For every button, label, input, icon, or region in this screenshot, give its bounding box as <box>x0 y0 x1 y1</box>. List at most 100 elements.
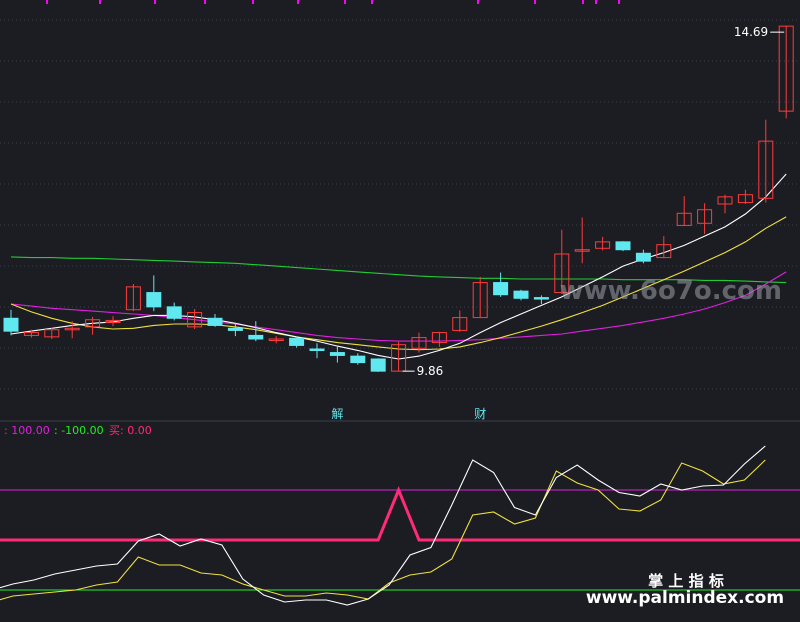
candle <box>615 241 631 252</box>
osc-yellow-line <box>0 459 766 601</box>
candle-body <box>329 352 345 356</box>
oscillator-panel <box>0 445 800 606</box>
candle <box>105 316 121 327</box>
candle-body <box>268 338 284 341</box>
legend-lower-value: : -100.00 <box>54 424 104 437</box>
candle <box>85 316 101 335</box>
candle <box>778 25 794 119</box>
candle <box>3 309 19 336</box>
candle-body <box>227 327 243 331</box>
candle-body <box>513 290 529 299</box>
candle <box>23 329 39 338</box>
candle-body <box>554 253 570 294</box>
candle-body <box>3 317 19 332</box>
indicator-legend: : 100.00 : -100.00 买: 0.00 <box>4 424 152 437</box>
candle-body <box>350 355 366 364</box>
ma-green-line <box>10 256 787 284</box>
ma-magenta-line <box>10 271 787 342</box>
candle <box>329 346 345 363</box>
candle-body <box>737 194 753 204</box>
candle <box>758 119 774 203</box>
event-markers: 解 财 <box>331 407 486 421</box>
candle-body <box>635 252 651 262</box>
candle <box>44 327 60 339</box>
candle-body <box>64 327 80 331</box>
candle-body <box>207 317 223 326</box>
candle <box>187 309 203 329</box>
watermark-bottom-cn: 掌 上 指 标 <box>648 572 724 590</box>
candle-body <box>289 337 305 346</box>
candle-body <box>187 312 203 328</box>
candle-body <box>656 244 672 259</box>
candle <box>452 310 468 332</box>
candle-body <box>676 212 692 226</box>
candle <box>472 276 488 319</box>
candle <box>248 321 264 342</box>
candle-body <box>411 337 427 349</box>
osc-white-line <box>0 445 766 606</box>
candle <box>676 196 692 227</box>
candle-body <box>758 140 774 199</box>
candle-body <box>23 332 39 336</box>
candle <box>411 332 427 353</box>
candle <box>554 229 570 294</box>
legend-buy-value: 买: 0.00 <box>109 424 152 437</box>
candle-body <box>391 344 407 372</box>
candle <box>125 284 141 312</box>
candle-body <box>452 317 468 331</box>
candle <box>370 358 386 372</box>
candlestick-series <box>3 25 794 372</box>
candle <box>350 353 366 365</box>
candle-body <box>472 282 488 319</box>
max-price-label: 14.69 <box>734 25 768 39</box>
candle <box>64 321 80 339</box>
candle-body <box>595 241 611 249</box>
candle <box>635 249 651 264</box>
candle <box>656 236 672 259</box>
candle <box>493 272 509 297</box>
candle <box>595 236 611 251</box>
event-label-jie: 解 <box>331 407 343 421</box>
candle <box>166 302 182 321</box>
candle-body <box>125 286 141 311</box>
candle-body <box>778 25 794 112</box>
watermark-bottom-url: www.palmindex.com <box>586 588 784 608</box>
event-label-cai: 财 <box>474 407 486 421</box>
candle <box>227 323 243 337</box>
candle <box>268 336 284 344</box>
candle-body <box>248 334 264 340</box>
legend-upper-value: : 100.00 <box>4 424 50 437</box>
candle <box>513 289 529 301</box>
candle <box>391 341 407 372</box>
candle <box>431 331 447 347</box>
candle-body <box>493 282 509 296</box>
candle-body <box>309 348 325 351</box>
watermark-top: www.6o7o.com <box>560 276 782 306</box>
candle <box>289 336 305 348</box>
candle <box>309 343 325 359</box>
min-price-label: 9.86 <box>417 364 444 378</box>
candle-body <box>717 196 733 205</box>
candle-body <box>166 306 182 319</box>
candle <box>146 275 162 312</box>
candle-body <box>105 319 121 324</box>
signal-line <box>0 486 800 542</box>
candle-body <box>615 241 631 251</box>
price-grid <box>0 19 800 390</box>
candle <box>717 194 733 214</box>
candle-body <box>697 209 713 224</box>
candle-body <box>44 329 60 338</box>
candle <box>207 314 223 327</box>
candle-body <box>574 249 590 252</box>
candle-body <box>85 319 101 328</box>
candle <box>737 189 753 204</box>
candle-body <box>431 332 447 344</box>
top-tick-marks <box>46 0 620 4</box>
candle-body <box>533 297 549 300</box>
candle-body <box>370 358 386 372</box>
candle <box>533 295 549 304</box>
candle <box>574 217 590 264</box>
candle-body <box>146 292 162 308</box>
